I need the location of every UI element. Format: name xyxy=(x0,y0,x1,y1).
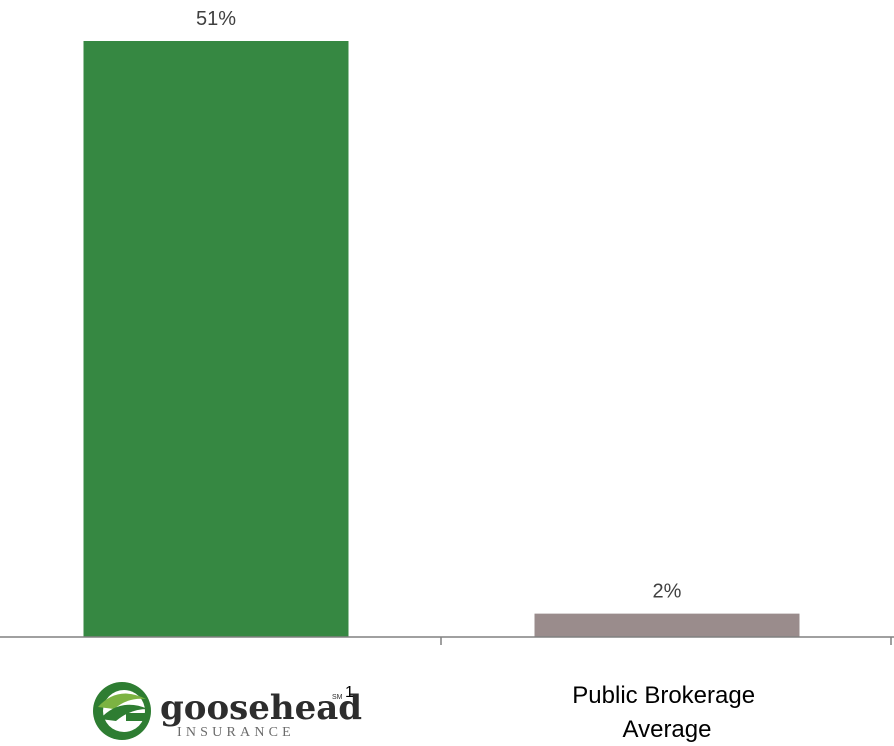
goosehead-service-mark: SM xyxy=(332,694,343,701)
bar-public-brokerage xyxy=(534,613,800,637)
footnote-marker: 1 xyxy=(345,684,354,701)
goosehead-wordmark: goosehead xyxy=(160,688,362,728)
bar-goosehead xyxy=(83,41,349,637)
goosehead-logo: goosehead SM INSURANCE 1 xyxy=(93,682,362,740)
goosehead-insurance-text: INSURANCE xyxy=(177,725,295,740)
category-label-line: Average xyxy=(623,716,712,743)
value-label: 51% xyxy=(196,8,236,30)
goosehead-g-mark-icon xyxy=(93,682,151,740)
x-axis xyxy=(0,636,894,645)
value-label: 2% xyxy=(653,581,682,603)
category-label-line: Public Brokerage xyxy=(572,682,755,709)
value-labels-group: 51% 2% xyxy=(196,8,682,603)
bars-group xyxy=(83,41,800,637)
category-label-public-brokerage: Public Brokerage Average xyxy=(572,682,761,743)
